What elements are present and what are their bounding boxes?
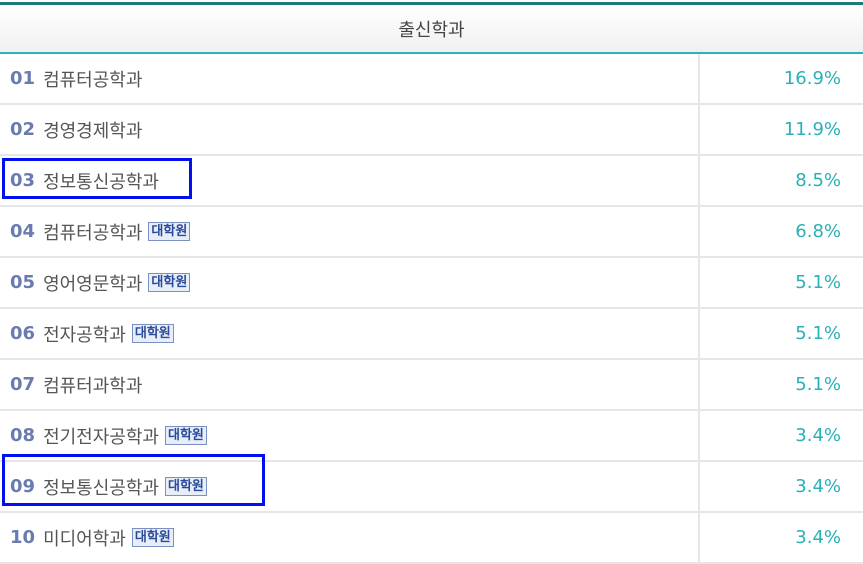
table-row: 08 전기전자공학과 대학원 3.4% (0, 411, 863, 462)
rank: 10 (10, 527, 36, 548)
graduate-badge: 대학원 (164, 426, 207, 445)
department-name: 경영경제학과 (43, 120, 143, 142)
department-cell: 02 경영경제학과 (0, 105, 700, 154)
department-name: 컴퓨터과학과 (43, 375, 143, 397)
top-border (0, 2, 863, 5)
graduate-badge: 대학원 (164, 477, 207, 496)
table-header: 출신학과 (0, 5, 863, 54)
department-cell: 01 컴퓨터공학과 (0, 54, 700, 103)
graduate-badge: 대학원 (131, 324, 174, 343)
percentage: 5.1% (795, 272, 841, 293)
graduate-badge: 대학원 (148, 273, 191, 292)
department-cell: 08 전기전자공학과 대학원 (0, 411, 700, 460)
percentage: 3.4% (795, 425, 841, 446)
table-row: 07 컴퓨터과학과 5.1% (0, 360, 863, 411)
table-row: 03 정보통신공학과 8.5% (0, 156, 863, 207)
department-cell: 09 정보통신공학과 대학원 (0, 462, 700, 511)
header-title: 출신학과 (398, 19, 465, 41)
rank: 09 (10, 476, 36, 497)
percentage: 11.9% (783, 119, 841, 140)
department-name: 전기전자공학과 (43, 426, 159, 448)
department-name: 컴퓨터공학과 (43, 222, 143, 244)
graduate-badge: 대학원 (131, 528, 174, 547)
table-row: 09 정보통신공학과 대학원 3.4% (0, 462, 863, 513)
rank: 03 (10, 170, 36, 191)
department-name: 정보통신공학과 (43, 171, 159, 193)
department-cell: 10 미디어학과 대학원 (0, 513, 700, 562)
department-cell: 03 정보통신공학과 (0, 156, 700, 205)
department-name: 전자공학과 (43, 324, 126, 346)
rank: 05 (10, 272, 36, 293)
percentage: 8.5% (795, 170, 841, 191)
department-name: 정보통신공학과 (43, 477, 159, 499)
department-name: 컴퓨터공학과 (43, 69, 143, 91)
table-row: 06 전자공학과 대학원 5.1% (0, 309, 863, 360)
department-cell: 05 영어영문학과 대학원 (0, 258, 700, 307)
table-row: 02 경영경제학과 11.9% (0, 105, 863, 156)
department-name: 영어영문학과 (43, 273, 143, 295)
rank: 08 (10, 425, 36, 446)
percentage: 3.4% (795, 527, 841, 548)
department-name: 미디어학과 (43, 528, 126, 550)
percentage: 5.1% (795, 323, 841, 344)
percentage: 5.1% (795, 374, 841, 395)
rank: 01 (10, 68, 36, 89)
graduate-badge: 대학원 (148, 222, 191, 241)
department-cell: 04 컴퓨터공학과 대학원 (0, 207, 700, 256)
rank: 06 (10, 323, 36, 344)
department-cell: 07 컴퓨터과학과 (0, 360, 700, 409)
department-cell: 06 전자공학과 대학원 (0, 309, 700, 358)
table-row: 04 컴퓨터공학과 대학원 6.8% (0, 207, 863, 258)
percentage: 16.9% (783, 68, 841, 89)
rank: 04 (10, 221, 36, 242)
table-row: 10 미디어학과 대학원 3.4% (0, 513, 863, 564)
table-row: 01 컴퓨터공학과 16.9% (0, 54, 863, 105)
percentage: 3.4% (795, 476, 841, 497)
table-row: 05 영어영문학과 대학원 5.1% (0, 258, 863, 309)
rank: 02 (10, 119, 36, 140)
rank: 07 (10, 374, 36, 395)
percentage: 6.8% (795, 221, 841, 242)
